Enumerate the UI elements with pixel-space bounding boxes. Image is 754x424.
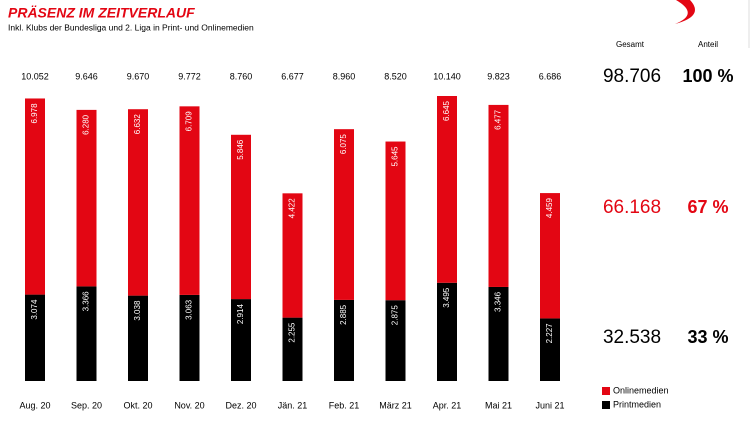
data-label: 6.645: [442, 100, 451, 121]
total-label: 9.823: [487, 71, 510, 81]
legend-swatch: [602, 401, 610, 409]
x-tick-label: Nov. 20: [174, 400, 204, 410]
bar-segment: [231, 299, 251, 381]
bar-segment: [76, 286, 97, 381]
data-label: 6.709: [185, 111, 194, 132]
bar-segment: [385, 300, 406, 381]
bar-segment: [231, 134, 251, 300]
data-label: 3.038: [133, 300, 142, 321]
x-tick-label: Sep. 20: [71, 400, 102, 410]
summary-header: Gesamt: [616, 40, 645, 49]
summary-share: 33 %: [687, 327, 728, 347]
data-label: 5.846: [236, 139, 245, 160]
data-label: 2.875: [391, 305, 400, 326]
legend-swatch: [602, 387, 610, 395]
x-tick-label: Aug. 20: [19, 400, 50, 410]
bar-segment: [540, 318, 560, 381]
data-label: 3.366: [82, 291, 91, 312]
bar-segment: [128, 109, 148, 296]
data-label: 5.645: [391, 146, 400, 167]
bar-segment: [25, 98, 45, 295]
bar-segment: [437, 96, 457, 283]
data-label: 4.422: [288, 198, 297, 219]
legend-label: Onlinemedien: [613, 385, 669, 395]
x-tick-label: Feb. 21: [329, 400, 360, 410]
total-label: 6.677: [281, 71, 304, 81]
x-tick-label: März 21: [379, 400, 412, 410]
summary-total: 32.538: [603, 327, 661, 348]
bar-segment: [179, 294, 200, 381]
total-label: 9.646: [75, 71, 98, 81]
decoration: [675, 0, 695, 24]
bar-segment: [385, 141, 406, 301]
data-label: 3.074: [30, 299, 39, 320]
x-tick-label: Apr. 21: [433, 400, 462, 410]
data-label: 3.495: [442, 287, 451, 308]
bar-segment: [488, 286, 509, 381]
data-label: 2.227: [545, 323, 554, 344]
total-label: 8.760: [230, 71, 253, 81]
bar-segment: [334, 299, 354, 381]
legend-label: Printmedien: [613, 399, 661, 409]
bar-segment: [179, 106, 200, 295]
data-label: 6.280: [82, 114, 91, 135]
data-label: 6.075: [339, 134, 348, 155]
data-label: 2.255: [288, 322, 297, 343]
summary-total: 66.168: [603, 197, 661, 218]
x-tick-label: Jän. 21: [278, 400, 308, 410]
chart-title: PRÄSENZ IM ZEITVERLAUF: [8, 5, 195, 21]
total-label: 9.670: [127, 71, 150, 81]
total-label: 6.686: [539, 71, 562, 81]
total-label: 8.960: [333, 71, 356, 81]
total-label: 8.520: [384, 71, 407, 81]
bar-segment: [488, 104, 509, 287]
bar-segment: [334, 129, 354, 300]
data-label: 3.346: [494, 291, 503, 312]
bar-segment: [540, 193, 560, 319]
bar-segment: [128, 295, 148, 381]
bar-segment: [282, 193, 303, 318]
bar-segment: [76, 109, 97, 287]
x-tick-label: Dez. 20: [225, 400, 256, 410]
bar-segment: [282, 317, 303, 381]
data-label: 6.632: [133, 114, 142, 135]
data-label: 2.885: [339, 304, 348, 325]
chart-subtitle: Inkl. Klubs der Bundesliga und 2. Liga i…: [8, 22, 254, 32]
bar-segment: [25, 294, 45, 381]
total-label: 10.052: [21, 71, 49, 81]
data-label: 2.914: [236, 304, 245, 325]
data-label: 4.459: [545, 198, 554, 219]
summary-total: 98.706: [603, 66, 661, 87]
total-label: 9.772: [178, 71, 201, 81]
data-label: 6.477: [494, 109, 503, 130]
data-label: 3.063: [185, 299, 194, 320]
total-label: 10.140: [433, 71, 461, 81]
x-tick-label: Okt. 20: [123, 400, 152, 410]
bar-segment: [437, 282, 457, 381]
x-tick-label: Mai 21: [485, 400, 512, 410]
summary-header: Anteil: [698, 40, 718, 49]
summary-share: 100 %: [682, 66, 733, 86]
data-label: 6.978: [30, 103, 39, 124]
x-tick-label: Juni 21: [535, 400, 564, 410]
summary-share: 67 %: [687, 197, 728, 217]
